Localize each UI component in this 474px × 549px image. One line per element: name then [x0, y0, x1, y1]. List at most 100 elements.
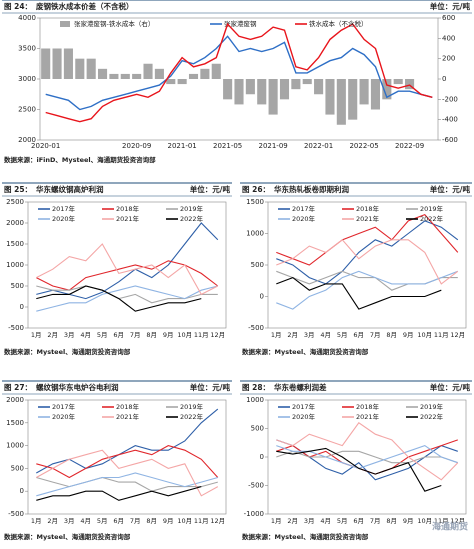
- y2-tick-label: 400: [442, 34, 455, 42]
- series-line: [36, 285, 218, 304]
- x-tick-label: 9月: [163, 331, 174, 339]
- y-tick-label: 500: [11, 282, 24, 290]
- y-tick-label: -1000: [244, 510, 264, 518]
- y-tick-label: 0: [260, 453, 264, 461]
- y2-tick-label: 200: [442, 55, 455, 63]
- legend-label: 2018年: [356, 402, 380, 411]
- x-tick-label: 2022-09: [395, 142, 424, 150]
- y-tick-label: 3000: [18, 75, 36, 83]
- x-tick-label: 4月: [80, 331, 91, 339]
- series-line: [276, 220, 459, 285]
- legend-label: 2020年: [52, 412, 76, 421]
- series-line: [45, 22, 433, 123]
- bar: [143, 63, 153, 79]
- y-tick-label: 3500: [18, 45, 36, 53]
- x-tick-label: 8月: [386, 331, 397, 339]
- x-tick-label: 2月: [287, 517, 298, 525]
- x-tick-label: 5月: [97, 331, 108, 339]
- y2-tick-label: -400: [442, 116, 458, 124]
- x-tick-label: 3月: [304, 331, 315, 339]
- x-tick-label: 1月: [31, 517, 42, 525]
- unit-label: 单位：元/吨: [190, 382, 231, 392]
- figure-title: 华东热轧板卷即期利润: [274, 184, 349, 194]
- bar: [279, 79, 290, 100]
- x-tick-label: 12月: [450, 331, 465, 339]
- y-tick-label: 1500: [6, 419, 24, 427]
- unit-label: 单位：元/吨: [430, 1, 471, 11]
- bar: [393, 79, 403, 85]
- y-tick-label: 0: [20, 303, 24, 311]
- y-tick-label: 1000: [6, 442, 24, 450]
- legend-label: 2022年: [420, 214, 444, 223]
- series-line: [276, 213, 459, 266]
- legend-label: 2018年: [116, 402, 140, 411]
- y-tick-label: 1500: [246, 198, 264, 206]
- x-tick-label: 11月: [434, 517, 449, 525]
- bar: [109, 73, 119, 79]
- bar: [97, 68, 108, 79]
- x-tick-label: 3月: [64, 331, 75, 339]
- bar: [132, 73, 142, 79]
- series-line: [36, 243, 219, 296]
- bar: [234, 79, 244, 105]
- bar: [41, 48, 51, 79]
- bar: [200, 68, 210, 79]
- x-tick-label: 6月: [353, 517, 364, 525]
- legend-label: 2021年: [116, 412, 140, 421]
- series-line: [36, 260, 219, 291]
- bar: [211, 63, 221, 79]
- series-line: [276, 276, 442, 310]
- legend-label: 2020年: [292, 412, 316, 421]
- bar: [302, 79, 312, 85]
- y-tick-label: 500: [251, 261, 264, 269]
- y-tick-label: 2500: [18, 106, 36, 114]
- bar: [188, 73, 199, 79]
- legend-label: 2021年: [356, 214, 380, 223]
- y2-tick-label: -200: [442, 95, 458, 103]
- bar: [348, 79, 358, 120]
- y-tick-label: 500: [11, 464, 24, 472]
- figure-title: 华东卷螺利润差: [274, 382, 327, 392]
- x-tick-label: 7月: [130, 331, 141, 339]
- figure-title: 螺纹钢华东电炉谷电利润: [36, 382, 119, 392]
- legend-label: 2019年: [420, 204, 444, 213]
- bar: [52, 48, 62, 79]
- bar: [405, 79, 415, 90]
- y-tick-label: 4000: [18, 14, 36, 22]
- series-line: [276, 422, 459, 481]
- figure-label: 图 24：: [4, 2, 32, 11]
- plot-frame: [27, 399, 227, 515]
- y-tick-label: 1000: [246, 230, 264, 238]
- x-tick-label: 1月: [31, 331, 42, 339]
- unit-label: 单位：元/吨: [430, 382, 471, 392]
- figure-label: 图 27：: [4, 383, 32, 392]
- figure-label: 图 26：: [242, 185, 270, 194]
- legend-label: 张家港废钢-铁水成本（右）: [74, 19, 154, 28]
- legend-label: 张家港废钢: [224, 19, 257, 28]
- figure-label: 图 25：: [4, 185, 32, 194]
- y2-tick-label: 600: [442, 14, 455, 22]
- unit-label: 单位：元/吨: [190, 184, 231, 194]
- figure-title: 华东螺纹钢高炉利润: [36, 184, 104, 194]
- x-tick-label: 4月: [320, 331, 331, 339]
- y2-tick-label: 0: [442, 75, 446, 83]
- legend-label: 2021年: [356, 412, 380, 421]
- bar: [359, 79, 369, 105]
- x-tick-label: 7月: [370, 517, 381, 525]
- x-tick-label: 6月: [113, 517, 124, 525]
- legend-label: 2020年: [52, 214, 76, 223]
- legend-label: 2017年: [292, 204, 316, 213]
- bar: [325, 79, 335, 115]
- x-tick-label: 2022-05: [349, 142, 378, 150]
- x-tick-label: 2月: [287, 331, 298, 339]
- x-tick-label: 11月: [194, 517, 209, 525]
- legend-swatch: [60, 21, 70, 27]
- series-line: [36, 445, 219, 479]
- source-note: 数据来源：Mysteel、海通期货投资咨询部: [242, 347, 369, 356]
- legend-label: 2017年: [52, 204, 76, 213]
- series-line: [36, 472, 218, 497]
- bar: [382, 79, 392, 100]
- y-tick-label: 0: [20, 487, 24, 495]
- y2-tick-label: -600: [442, 136, 458, 144]
